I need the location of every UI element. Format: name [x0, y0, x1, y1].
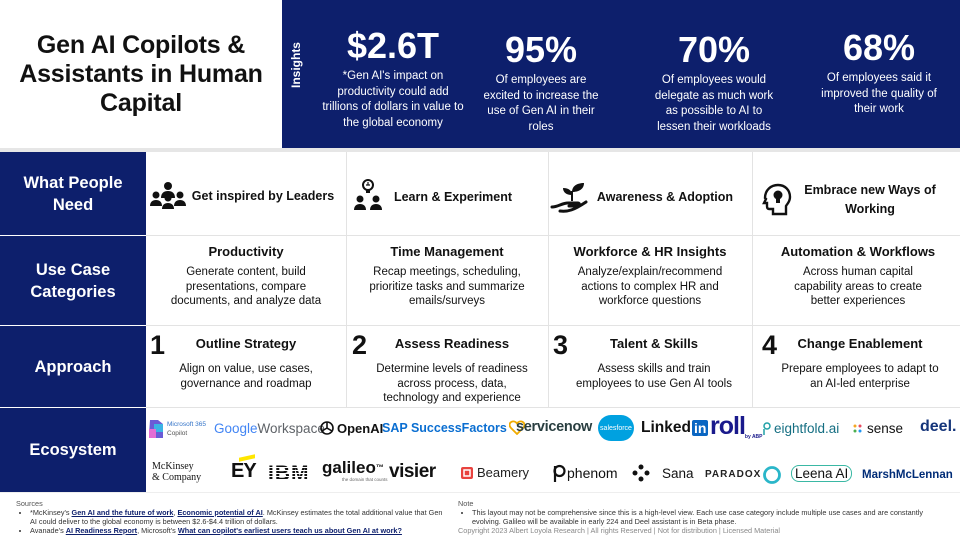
logo-google-workspace: Google Workspace: [214, 421, 325, 436]
audience-icon: [150, 182, 186, 209]
row-label-needs: What People Need: [0, 152, 146, 236]
approach-talent-skills: Talent & Skills Assess skills and train …: [576, 336, 732, 390]
sana-icon: [632, 464, 650, 482]
stat-employees-excited: 95% Of employees are excited to increase…: [483, 29, 599, 133]
title-box: Gen AI Copilots & Assistants in Human Ca…: [0, 0, 282, 148]
use-case-productivity: Productivity Generate content, build pre…: [170, 244, 322, 307]
logo-galileo: galileo™ the domain that counts: [322, 458, 388, 483]
logo-linkedin: Linked in: [641, 419, 709, 436]
grid-line: [548, 152, 549, 408]
logo-sap-successfactors: SAP SuccessFactors: [382, 420, 525, 435]
row-label-ecosystem: Ecosystem: [0, 408, 146, 492]
need-inspired: Get inspired by Leaders: [148, 168, 344, 224]
use-case-time-management: Time Management Recap meetings, scheduli…: [369, 244, 525, 307]
need-learn: Learn & Experiment: [348, 172, 546, 222]
logo-sana-icon: [632, 464, 650, 482]
sense-icon: [853, 424, 862, 432]
footer-note: Note This layout may not be comprehensiv…: [458, 499, 938, 535]
header-divider: [0, 148, 960, 152]
logo-salesforce: salesforce: [598, 415, 634, 441]
source-link-economic-potential[interactable]: Economic potential of AI: [177, 508, 263, 517]
logo-beamery: Beamery: [460, 465, 529, 480]
head-lightbulb-icon: [762, 183, 792, 216]
logo-servicenow: servicenow: [516, 419, 592, 435]
step-number-3: 3: [553, 330, 569, 360]
approach-assess-readiness: Assess Readiness Determine levels of rea…: [376, 336, 528, 404]
logo-leena-ai: Leena AI: [791, 465, 853, 482]
logo-phenom: phenom: [552, 462, 618, 484]
page-title: Gen AI Copilots & Assistants in Human Ca…: [19, 30, 263, 117]
logo-sana: Sana: [662, 466, 694, 481]
use-case-automation: Automation & Workflows Across human capi…: [780, 244, 936, 307]
logo-sense: sense: [852, 421, 903, 436]
logo-ibm: IBM: [268, 462, 310, 485]
grid-line: [146, 325, 960, 326]
source-link-gen-ai-future-of-work[interactable]: Gen AI and the future of work: [71, 508, 174, 517]
grid-line: [146, 235, 960, 236]
use-case-hr-insights: Workforce & HR Insights Analyze/explain/…: [573, 244, 727, 307]
logo-paradox: PARADOX: [705, 469, 762, 480]
source-item: *McKinsey's Gen AI and the future of wor…: [30, 508, 446, 526]
stat-employees-delegate: 70% Of employees would delegate as much …: [654, 29, 774, 133]
row-label-use-cases: Use Case Categories: [0, 236, 146, 326]
source-link-ai-readiness-report[interactable]: AI Readiness Report: [65, 526, 138, 535]
logo-visier: visier: [389, 461, 436, 482]
paradox-icon: [763, 466, 781, 484]
footer-sources: Sources *McKinsey's Gen AI and the futur…: [16, 499, 446, 535]
source-link-copilot-users[interactable]: What can copilot's earliest users teach …: [177, 526, 402, 535]
logo-ey: EY: [231, 454, 257, 483]
copilot-icon: [149, 420, 163, 438]
eightfold-icon: [763, 421, 771, 435]
logo-paradox-icon: [762, 465, 782, 485]
logo-deel: deel.: [920, 418, 957, 435]
logo-roll: roll by ABP: [710, 412, 763, 440]
logo-marsh-mclennan: MarshMcLennan: [862, 469, 953, 481]
grid-line: [752, 152, 753, 408]
row-label-approach: Approach: [0, 326, 146, 408]
beamery-icon: [461, 466, 473, 479]
source-item: Avanade's AI Readiness Report, Microsoft…: [30, 526, 446, 535]
footer: Sources *McKinsey's Gen AI and the futur…: [0, 492, 960, 540]
stat-quality-improved: 68% Of employees said it improved the qu…: [821, 27, 937, 116]
insights-panel: Insights $2.6T *Gen AI's impact on produ…: [282, 0, 960, 148]
heart-icon: [508, 420, 525, 435]
plant-hand-icon: [550, 183, 588, 213]
stat-global-value: $2.6T *Gen AI's impact on productivity c…: [322, 25, 464, 129]
step-number-4: 4: [762, 330, 778, 360]
step-number-1: 1: [150, 330, 166, 360]
step-number-2: 2: [352, 330, 368, 360]
logo-eightfold: eightfold.ai: [761, 421, 839, 436]
logo-microsoft-365-copilot: Microsoft 365 Copilot: [147, 418, 206, 440]
need-new-ways: Embrace new Ways of Working: [756, 172, 956, 228]
idea-team-icon: [354, 179, 382, 210]
need-awareness: Awareness & Adoption: [550, 172, 750, 222]
logo-mckinsey: McKinsey & Company: [152, 461, 202, 483]
insights-label: Insights: [289, 42, 303, 89]
approach-change-enablement: Change Enablement Prepare employees to a…: [781, 336, 939, 390]
grid-line: [346, 152, 347, 408]
grid-line: [146, 407, 960, 408]
logo-openai: OpenAI: [319, 420, 383, 436]
phenom-icon: [553, 464, 566, 482]
approach-outline-strategy: Outline Strategy Align on value, use cas…: [179, 336, 313, 390]
copyright: Copyright 2023 Albert Loyola Research | …: [458, 526, 781, 535]
openai-icon: [320, 421, 334, 435]
